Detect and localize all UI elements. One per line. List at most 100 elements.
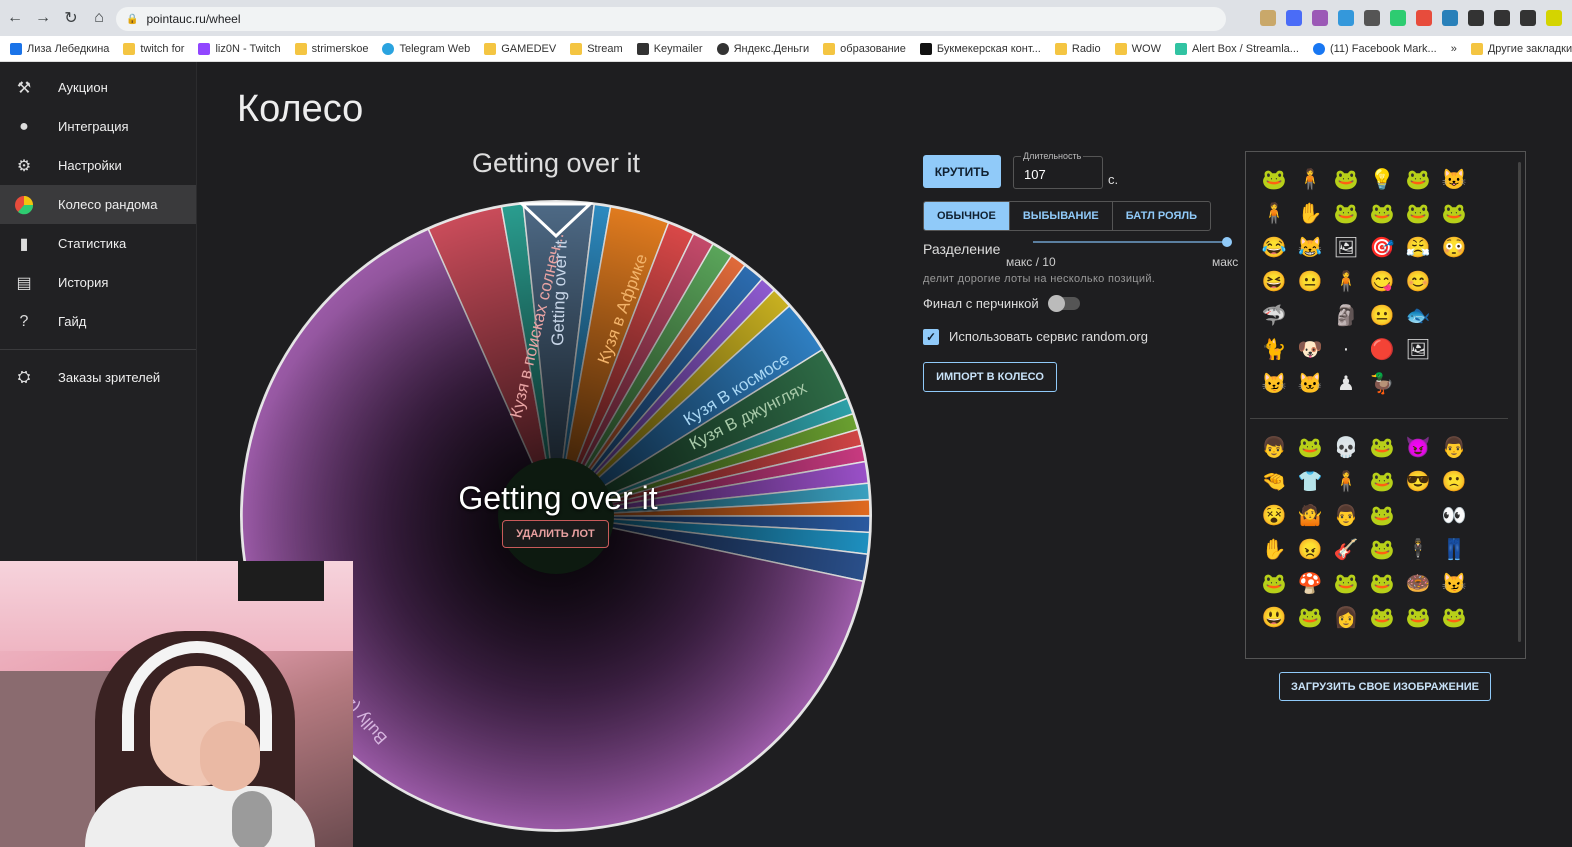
home-icon[interactable]: ⌂ — [94, 9, 104, 26]
emote-image[interactable]: 😃 — [1261, 606, 1287, 629]
reading-list-icon[interactable] — [1494, 10, 1510, 26]
emote-image[interactable]: 🐸 — [1441, 606, 1467, 629]
emote-image[interactable]: 🦈 — [1261, 304, 1287, 327]
emote-image[interactable]: 🧍 — [1333, 470, 1359, 493]
emote-image[interactable]: 😺 — [1441, 168, 1467, 191]
bookmark[interactable]: Лиза Лебедкина — [10, 42, 109, 55]
emote-image[interactable]: 🐸 — [1297, 606, 1323, 629]
random-org-checkbox[interactable]: ✓ — [923, 329, 939, 345]
emote-image[interactable]: 🐸 — [1261, 572, 1287, 595]
bookmark[interactable]: Alert Box / Streamla... — [1174, 42, 1299, 55]
extension-icon[interactable] — [1312, 10, 1328, 26]
emote-image[interactable]: 😆 — [1261, 270, 1287, 293]
sidebar-item-statistics[interactable]: ▮ Статистика — [0, 224, 196, 263]
bookmark[interactable]: GAMEDEV — [484, 42, 556, 55]
emote-scrollbar[interactable] — [1518, 162, 1521, 642]
emote-image[interactable]: 🙁 — [1441, 470, 1467, 493]
emote-image[interactable]: 🐸 — [1369, 538, 1395, 561]
sidebar-item-integration[interactable]: ● Интеграция — [0, 107, 196, 146]
emote-image[interactable]: 👨 — [1441, 436, 1467, 459]
emote-image[interactable]: 🐸 — [1441, 202, 1467, 225]
emote-image[interactable]: 😊 — [1405, 270, 1431, 293]
emote-image[interactable]: 🧍 — [1261, 202, 1287, 225]
emote-image[interactable]: 🐸 — [1369, 202, 1395, 225]
emote-image[interactable]: 🎸 — [1333, 538, 1359, 561]
extension-icon[interactable] — [1286, 10, 1302, 26]
emote-image[interactable]: 🐸 — [1405, 168, 1431, 191]
emote-image[interactable]: 😵 — [1261, 504, 1287, 527]
more-bookmarks-icon[interactable]: » — [1450, 42, 1457, 55]
emote-image[interactable] — [1437, 366, 1471, 400]
emote-image[interactable]: 😳 — [1441, 236, 1467, 259]
emote-image[interactable] — [1437, 264, 1471, 298]
emote-image[interactable]: 🐸 — [1405, 606, 1431, 629]
bookmark[interactable]: Radio — [1054, 42, 1101, 55]
split-slider-thumb[interactable] — [1222, 237, 1232, 247]
emote-image[interactable]: 👕 — [1297, 470, 1323, 493]
emote-image[interactable]: 👨 — [1333, 504, 1359, 527]
bookmark[interactable]: WOW — [1114, 42, 1161, 55]
emote-image[interactable]: 🐈 — [1261, 338, 1287, 361]
bookmark[interactable]: (11) Facebook Mark... — [1312, 42, 1437, 55]
split-slider[interactable] — [1033, 241, 1227, 243]
emote-image[interactable]: 😋 — [1369, 270, 1395, 293]
emote-image[interactable]: 🐟 — [1405, 304, 1431, 327]
emote-image[interactable]: 🐶 — [1297, 338, 1323, 361]
emote-image[interactable]: 🐸 — [1369, 436, 1395, 459]
emote-image[interactable]: 🤏 — [1261, 470, 1287, 493]
reload-icon[interactable]: ↻ — [64, 10, 78, 27]
duration-input[interactable]: 107 — [1024, 167, 1046, 182]
bookmark[interactable]: Букмекерская конт... — [919, 42, 1041, 55]
emote-image[interactable]: 🧍 — [1333, 270, 1359, 293]
sidebar-item-history[interactable]: ▤ История — [0, 263, 196, 302]
emote-image[interactable]: 🐸 — [1333, 572, 1359, 595]
upload-image-button[interactable]: ЗАГРУЗИТЬ СВОЕ ИЗОБРАЖЕНИЕ — [1279, 672, 1491, 701]
emote-image[interactable]: 🦆 — [1369, 372, 1395, 395]
spin-button[interactable]: КРУТИТЬ — [923, 155, 1001, 188]
emote-image[interactable]: 🐱 — [1297, 372, 1323, 395]
emote-image[interactable]: 👀 — [1441, 504, 1467, 527]
emote-image[interactable]: 💀 — [1333, 436, 1359, 459]
emote-image[interactable]: 🗿 — [1333, 304, 1359, 327]
emote-image[interactable]: 🕴 — [1405, 538, 1431, 561]
emote-image[interactable]: 🐸 — [1369, 606, 1395, 629]
sidebar-item-guide[interactable]: ? Гайд — [0, 302, 196, 341]
emote-image[interactable]: 😠 — [1297, 538, 1323, 561]
bookmark[interactable]: liz0N - Twitch — [198, 42, 281, 55]
emote-image[interactable]: ✋ — [1261, 538, 1287, 561]
extension-icon[interactable] — [1338, 10, 1354, 26]
sidebar-item-settings[interactable]: ⚙ Настройки — [0, 146, 196, 185]
extension-icon[interactable] — [1364, 10, 1380, 26]
import-to-wheel-button[interactable]: ИМПОРТ В КОЛЕСО — [923, 362, 1057, 392]
emote-image[interactable]: 😤 — [1405, 236, 1431, 259]
sidebar-item-viewer-orders[interactable]: ⛭ Заказы зрителей — [0, 358, 196, 397]
mode-elimination-button[interactable]: ВЫБЫВАНИЕ — [1010, 202, 1113, 230]
emote-image[interactable]: 🎯 — [1369, 236, 1395, 259]
emote-image[interactable]: 🤷 — [1297, 504, 1323, 527]
sidebar-item-wheel[interactable]: Колесо рандома — [0, 185, 196, 224]
profile-icon[interactable] — [1546, 10, 1562, 26]
bookmark[interactable]: twitch for — [123, 42, 184, 55]
emote-image[interactable] — [1401, 498, 1435, 532]
emote-image[interactable]: 👩 — [1333, 606, 1359, 629]
emote-image[interactable]: 🐸 — [1333, 202, 1359, 225]
bookmark[interactable]: Telegram Web — [382, 42, 470, 55]
emote-image[interactable]: · — [1342, 337, 1350, 360]
extension-icon[interactable] — [1442, 10, 1458, 26]
emote-image[interactable]: 😈 — [1405, 436, 1431, 459]
emote-image[interactable]: 🐸 — [1369, 572, 1395, 595]
emote-image[interactable]: 🐸 — [1369, 470, 1395, 493]
emote-image[interactable] — [1437, 298, 1471, 332]
emote-image[interactable]: 🐸 — [1369, 504, 1395, 527]
bookmark[interactable]: Яндекс.Деньги — [716, 42, 809, 55]
extension-icon[interactable] — [1390, 10, 1406, 26]
emote-image[interactable]: 😼 — [1441, 572, 1467, 595]
emote-image[interactable]: 🍩 — [1405, 572, 1431, 595]
emote-image[interactable]: 😼 — [1261, 372, 1287, 395]
bookmark[interactable]: образование — [823, 42, 906, 55]
delete-lot-button[interactable]: УДАЛИТЬ ЛОТ — [502, 520, 609, 548]
emote-image[interactable]: 😐 — [1297, 270, 1323, 293]
emote-image[interactable]: 🔴 — [1369, 338, 1395, 361]
emote-image[interactable]: 👦 — [1261, 436, 1287, 459]
emote-image[interactable]: 🐸 — [1405, 202, 1431, 225]
